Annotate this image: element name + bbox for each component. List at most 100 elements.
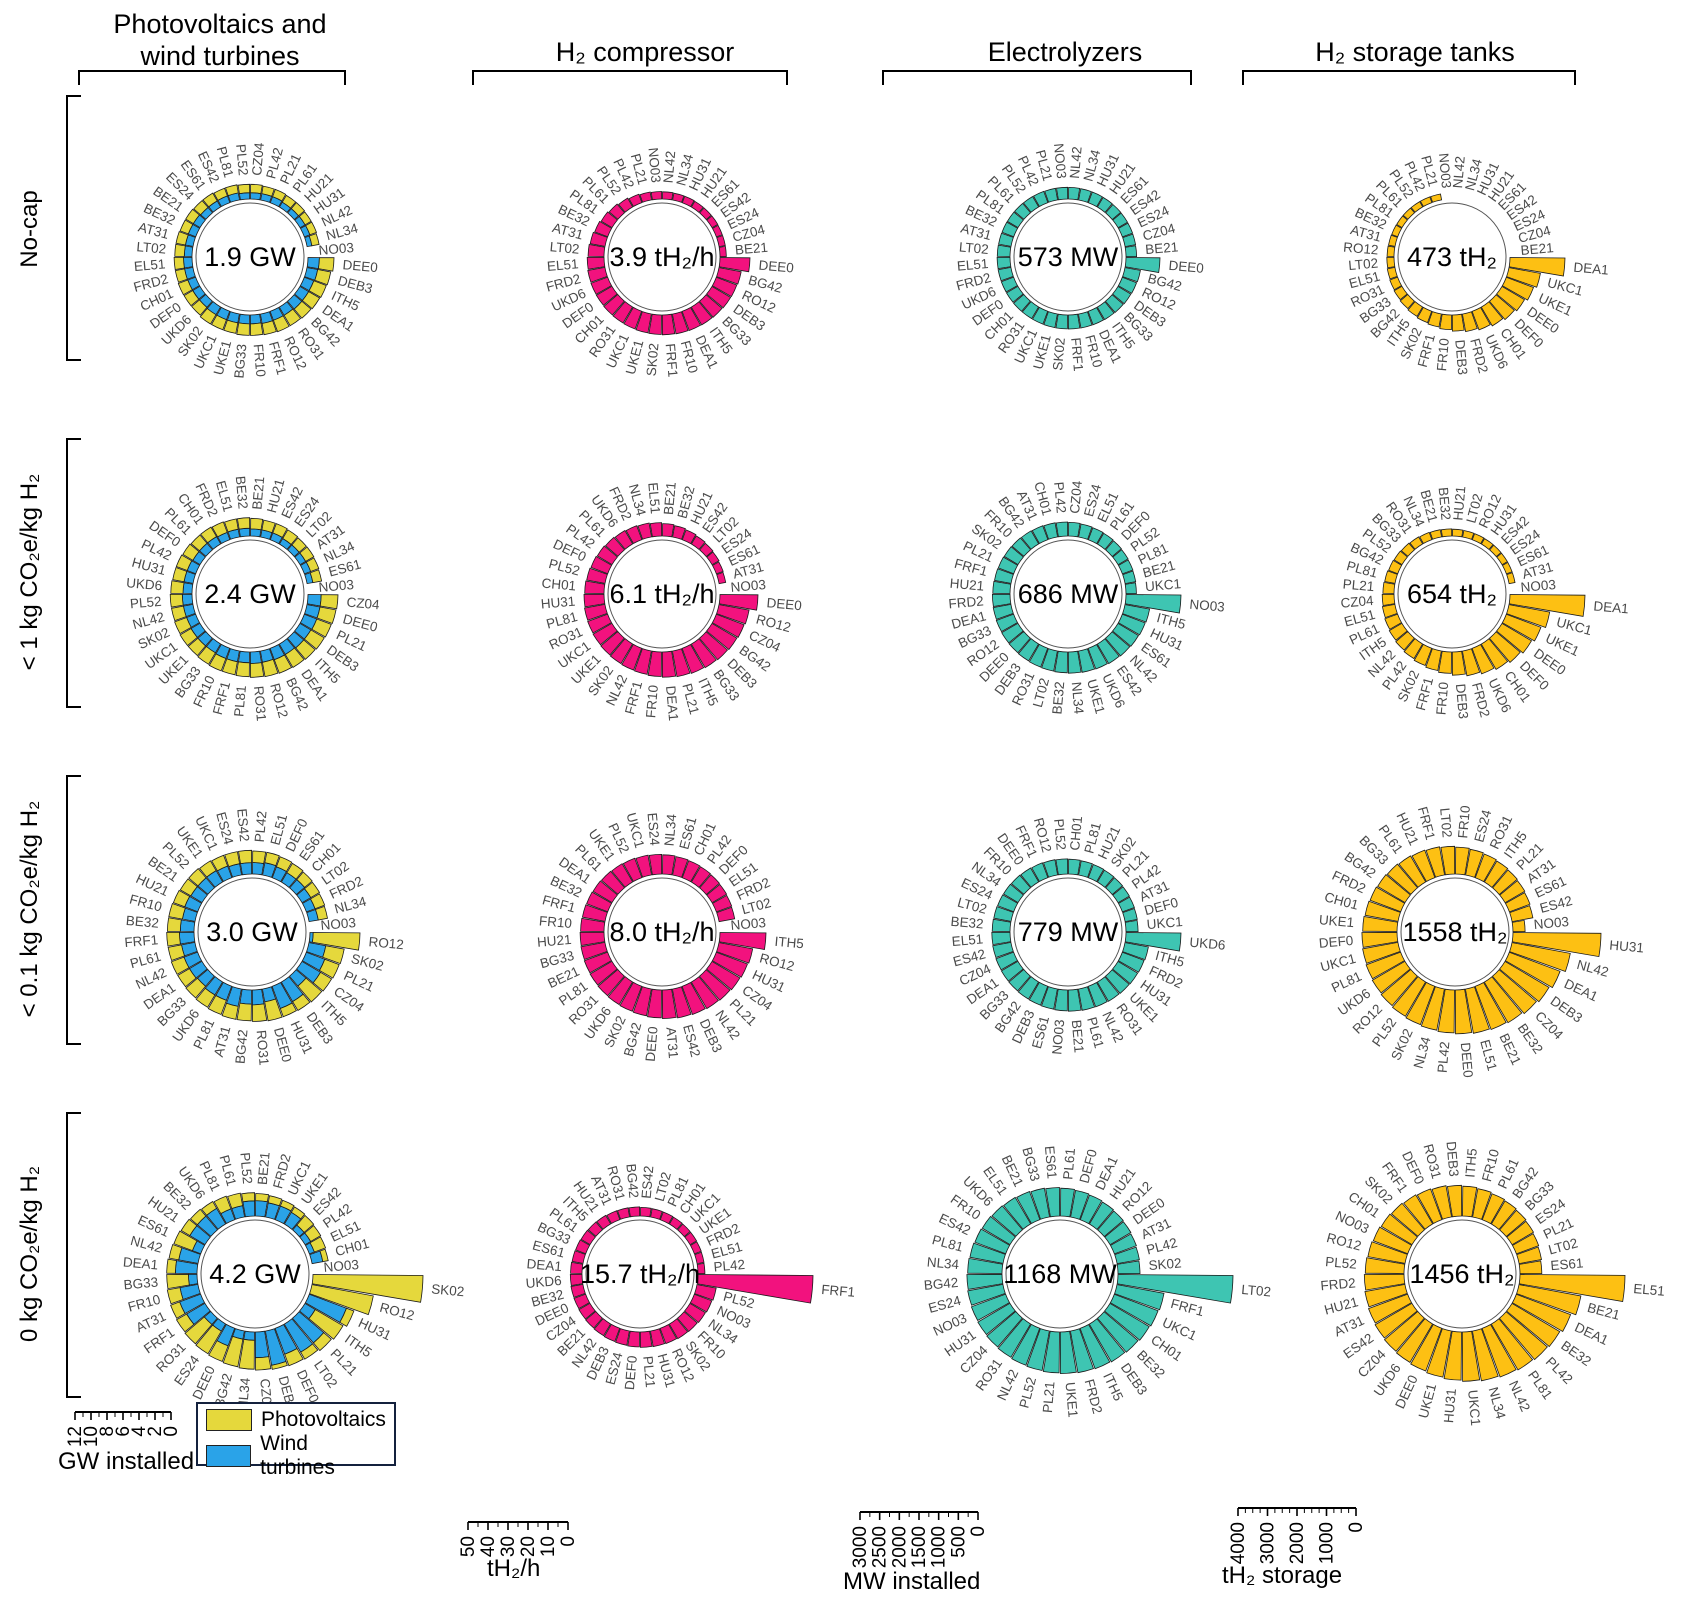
svg-text:EL51: EL51 bbox=[546, 256, 579, 274]
svg-text:NL34: NL34 bbox=[662, 813, 680, 847]
svg-text:PL52: PL52 bbox=[1051, 818, 1069, 851]
svg-text:BE32: BE32 bbox=[950, 914, 984, 932]
svg-text:NO03: NO03 bbox=[645, 147, 663, 183]
svg-text:3000: 3000 bbox=[1258, 1522, 1279, 1564]
svg-text:EL51: EL51 bbox=[1477, 1038, 1500, 1072]
svg-text:LT02: LT02 bbox=[956, 895, 989, 917]
svg-text:HU21: HU21 bbox=[536, 932, 572, 950]
svg-text:30: 30 bbox=[498, 1536, 519, 1557]
svg-text:FR10: FR10 bbox=[643, 684, 661, 718]
polar-chart-no-cap-pv-wind: DEE0DEB3ITH5DEA1BG42RO31RO12FRF1FR10BG33… bbox=[132, 142, 379, 379]
svg-text:1000: 1000 bbox=[1317, 1522, 1338, 1564]
svg-text:BG42: BG42 bbox=[923, 1275, 959, 1293]
svg-text:FRD2: FRD2 bbox=[948, 593, 984, 611]
svg-text:PL52: PL52 bbox=[237, 1152, 255, 1185]
legend-item-photovoltaics: Photovoltaics bbox=[206, 1408, 386, 1432]
svg-text:PL52: PL52 bbox=[129, 594, 162, 612]
svg-text:HU31: HU31 bbox=[1441, 1388, 1459, 1424]
polar-chart-lt01kg-compressor: ITH5RO12HU31CZ04PL21NL42DEB3ES42AT31DEE0… bbox=[536, 811, 804, 1062]
svg-text:ITH5: ITH5 bbox=[1462, 1148, 1479, 1178]
svg-text:NO03: NO03 bbox=[1436, 152, 1454, 188]
svg-text:RO12: RO12 bbox=[1343, 240, 1379, 258]
svg-text:4: 4 bbox=[129, 1426, 150, 1437]
svg-text:EL51: EL51 bbox=[1633, 1281, 1666, 1299]
svg-text:12: 12 bbox=[65, 1426, 86, 1447]
svg-text:NL42: NL42 bbox=[1506, 1378, 1533, 1414]
axis-title-th2-per-h: tH₂/h bbox=[487, 1555, 541, 1582]
svg-text:0: 0 bbox=[161, 1426, 182, 1437]
svg-text:ITH5: ITH5 bbox=[1154, 948, 1186, 970]
svg-text:ITH5: ITH5 bbox=[774, 934, 804, 951]
svg-text:UKE1: UKE1 bbox=[1416, 1382, 1440, 1420]
svg-text:2.4 GW: 2.4 GW bbox=[204, 579, 296, 609]
svg-text:RO12: RO12 bbox=[378, 1300, 416, 1324]
polar-chart-0kg-electrolyzers: LT02FRF1UKC1CH01BE32DEB3ITH5FRD2UKE1PL21… bbox=[923, 1145, 1271, 1418]
svg-text:EL51: EL51 bbox=[645, 482, 663, 515]
legend-label: Photovoltaics bbox=[261, 1408, 386, 1431]
svg-text:3.0 GW: 3.0 GW bbox=[206, 917, 298, 947]
svg-text:UKD6: UKD6 bbox=[126, 575, 163, 593]
polar-chart-lt1kg-electrolyzers: NO03ITH5HU31ES61NL42ES42UKD6UKE1NL34BE32… bbox=[948, 480, 1225, 716]
svg-text:10: 10 bbox=[538, 1536, 559, 1557]
column-bracket-1 bbox=[78, 70, 346, 85]
svg-text:LT02: LT02 bbox=[958, 239, 989, 257]
svg-text:LT02: LT02 bbox=[1030, 676, 1052, 709]
svg-text:BE21: BE21 bbox=[1520, 240, 1554, 258]
legend-item-wind-turbines: Wind turbines bbox=[206, 1432, 386, 1480]
svg-text:EL51: EL51 bbox=[956, 256, 989, 274]
legend-label: Wind turbines bbox=[260, 1432, 335, 1479]
svg-text:DEA1: DEA1 bbox=[1572, 1320, 1610, 1349]
svg-text:SK02: SK02 bbox=[1050, 337, 1068, 371]
svg-text:NO03: NO03 bbox=[323, 1257, 359, 1275]
svg-text:EL51: EL51 bbox=[951, 931, 984, 949]
polar-chart-no-cap-compressor: DEE0BG42RO12DEB3BG33ITH5DEA1FR10FRF1SK02… bbox=[544, 147, 794, 378]
svg-text:FR10: FR10 bbox=[1434, 338, 1452, 372]
svg-text:NO03: NO03 bbox=[730, 577, 766, 595]
svg-text:RO31: RO31 bbox=[254, 1030, 272, 1066]
svg-text:PL21: PL21 bbox=[1040, 1381, 1058, 1414]
svg-text:NO03: NO03 bbox=[318, 577, 354, 595]
axis-title-gw-installed: GW installed bbox=[58, 1448, 195, 1475]
svg-text:FR10: FR10 bbox=[1433, 681, 1451, 715]
svg-text:DEE0: DEE0 bbox=[766, 595, 802, 613]
svg-text:PL52: PL52 bbox=[1325, 1254, 1358, 1272]
svg-text:UKD6: UKD6 bbox=[1189, 935, 1226, 953]
svg-text:DEE0: DEE0 bbox=[1168, 258, 1204, 276]
svg-text:LT02: LT02 bbox=[740, 895, 773, 917]
polar-chart-lt01kg-storage: HU31NL42DEA1DEB3CZ04BE32BE21EL51DEE0PL42… bbox=[1318, 805, 1644, 1078]
svg-text:NO03: NO03 bbox=[318, 240, 354, 258]
svg-text:CZ04: CZ04 bbox=[249, 142, 267, 177]
svg-text:573 MW: 573 MW bbox=[1018, 242, 1119, 272]
svg-text:DEA1: DEA1 bbox=[663, 685, 681, 721]
svg-text:ITH5: ITH5 bbox=[1100, 1370, 1126, 1403]
svg-text:0: 0 bbox=[1346, 1522, 1367, 1533]
svg-text:6.1 tH₂/h: 6.1 tH₂/h bbox=[609, 579, 714, 609]
svg-text:HU31: HU31 bbox=[1609, 938, 1645, 956]
svg-text:LT02: LT02 bbox=[1348, 256, 1379, 274]
svg-text:BE21: BE21 bbox=[255, 1151, 273, 1185]
svg-text:BE32: BE32 bbox=[1049, 681, 1067, 715]
svg-text:LT02: LT02 bbox=[652, 1170, 674, 1203]
svg-text:FRD2: FRD2 bbox=[1320, 1275, 1356, 1293]
svg-text:15.7 tH₂/h: 15.7 tH₂/h bbox=[580, 1259, 700, 1289]
svg-text:SK02: SK02 bbox=[644, 343, 662, 377]
column-bracket-4 bbox=[1242, 70, 1576, 85]
svg-text:NL34: NL34 bbox=[926, 1254, 960, 1272]
svg-text:ITH5: ITH5 bbox=[1155, 610, 1187, 632]
svg-text:NO03: NO03 bbox=[1533, 914, 1569, 932]
svg-text:NO03: NO03 bbox=[1049, 1019, 1067, 1055]
svg-text:BE32: BE32 bbox=[233, 475, 251, 509]
svg-text:CH01: CH01 bbox=[1067, 815, 1085, 851]
svg-text:BE21: BE21 bbox=[1145, 239, 1179, 257]
svg-text:BE21: BE21 bbox=[661, 481, 679, 515]
svg-text:1000: 1000 bbox=[929, 1526, 950, 1568]
svg-text:HU21: HU21 bbox=[949, 576, 985, 594]
polar-chart-lt01kg-pv-wind: RO12SK02PL21CZ04ITH5DEB3HU31DEE0RO31BG42… bbox=[124, 808, 405, 1066]
svg-text:NL42: NL42 bbox=[1575, 957, 1610, 980]
svg-text:DEB3: DEB3 bbox=[1452, 339, 1470, 375]
svg-text:NL42: NL42 bbox=[661, 150, 679, 183]
svg-text:4.2 GW: 4.2 GW bbox=[209, 1259, 301, 1289]
svg-text:PL42: PL42 bbox=[1051, 481, 1069, 514]
svg-text:PL21: PL21 bbox=[640, 1355, 658, 1388]
